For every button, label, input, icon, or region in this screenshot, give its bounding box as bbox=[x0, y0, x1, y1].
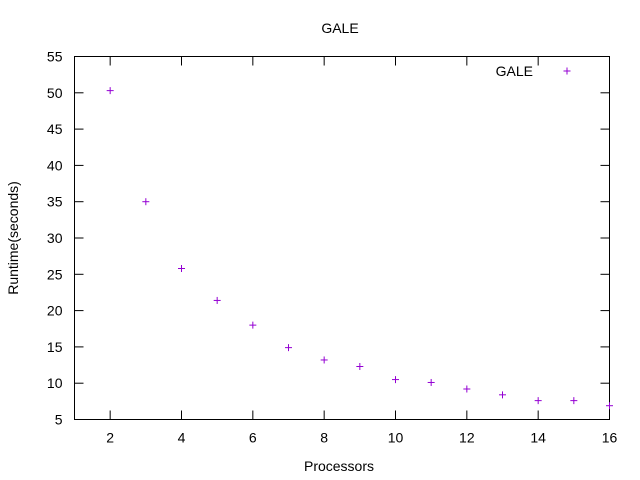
data-point bbox=[213, 296, 221, 304]
y-tick-label: 35 bbox=[47, 194, 63, 210]
data-point bbox=[356, 363, 364, 371]
data-point bbox=[142, 198, 150, 206]
plot-frame bbox=[74, 56, 610, 420]
x-axis-label: Processors bbox=[304, 458, 374, 474]
y-tick-label: 55 bbox=[47, 49, 63, 65]
x-tick-label: 4 bbox=[178, 430, 186, 446]
x-tick-label: 8 bbox=[320, 430, 328, 446]
data-point bbox=[427, 378, 435, 386]
chart-title: GALE bbox=[321, 20, 358, 36]
x-tick-label: 2 bbox=[106, 430, 114, 446]
axis-ticks: 2 4 6 8 10 12 14 16 5 10 15 20 25 30 35 40 45 50 55 bbox=[47, 49, 618, 446]
legend-label: GALE bbox=[496, 63, 533, 79]
data-point bbox=[499, 391, 506, 399]
data-point bbox=[249, 321, 257, 329]
data-point bbox=[285, 344, 292, 352]
data-point bbox=[320, 356, 328, 364]
y-tick-label: 15 bbox=[47, 339, 63, 355]
data-point bbox=[106, 87, 114, 95]
data-points bbox=[106, 87, 613, 410]
x-tick-label: 6 bbox=[249, 430, 257, 446]
data-point bbox=[570, 397, 578, 405]
y-tick-label: 50 bbox=[47, 85, 63, 101]
legend: GALE bbox=[496, 63, 571, 79]
data-point bbox=[606, 402, 613, 410]
y-axis-label: Runtime(seconds) bbox=[5, 181, 21, 295]
x-tick-label: 14 bbox=[530, 430, 546, 446]
data-point bbox=[392, 376, 399, 384]
y-tick-label: 30 bbox=[47, 230, 63, 246]
y-tick-label: 5 bbox=[55, 412, 63, 428]
x-tick-label: 10 bbox=[388, 430, 404, 446]
x-tick-label: 12 bbox=[459, 430, 475, 446]
legend-marker bbox=[563, 67, 571, 75]
y-tick-label: 45 bbox=[47, 121, 63, 137]
y-tick-label: 10 bbox=[47, 375, 63, 391]
x-tick-label: 16 bbox=[602, 430, 618, 446]
data-point bbox=[534, 397, 542, 405]
data-point bbox=[178, 264, 185, 272]
data-point bbox=[463, 385, 471, 393]
y-tick-label: 25 bbox=[47, 266, 63, 282]
y-tick-label: 40 bbox=[47, 157, 63, 173]
y-tick-label: 20 bbox=[47, 303, 63, 319]
